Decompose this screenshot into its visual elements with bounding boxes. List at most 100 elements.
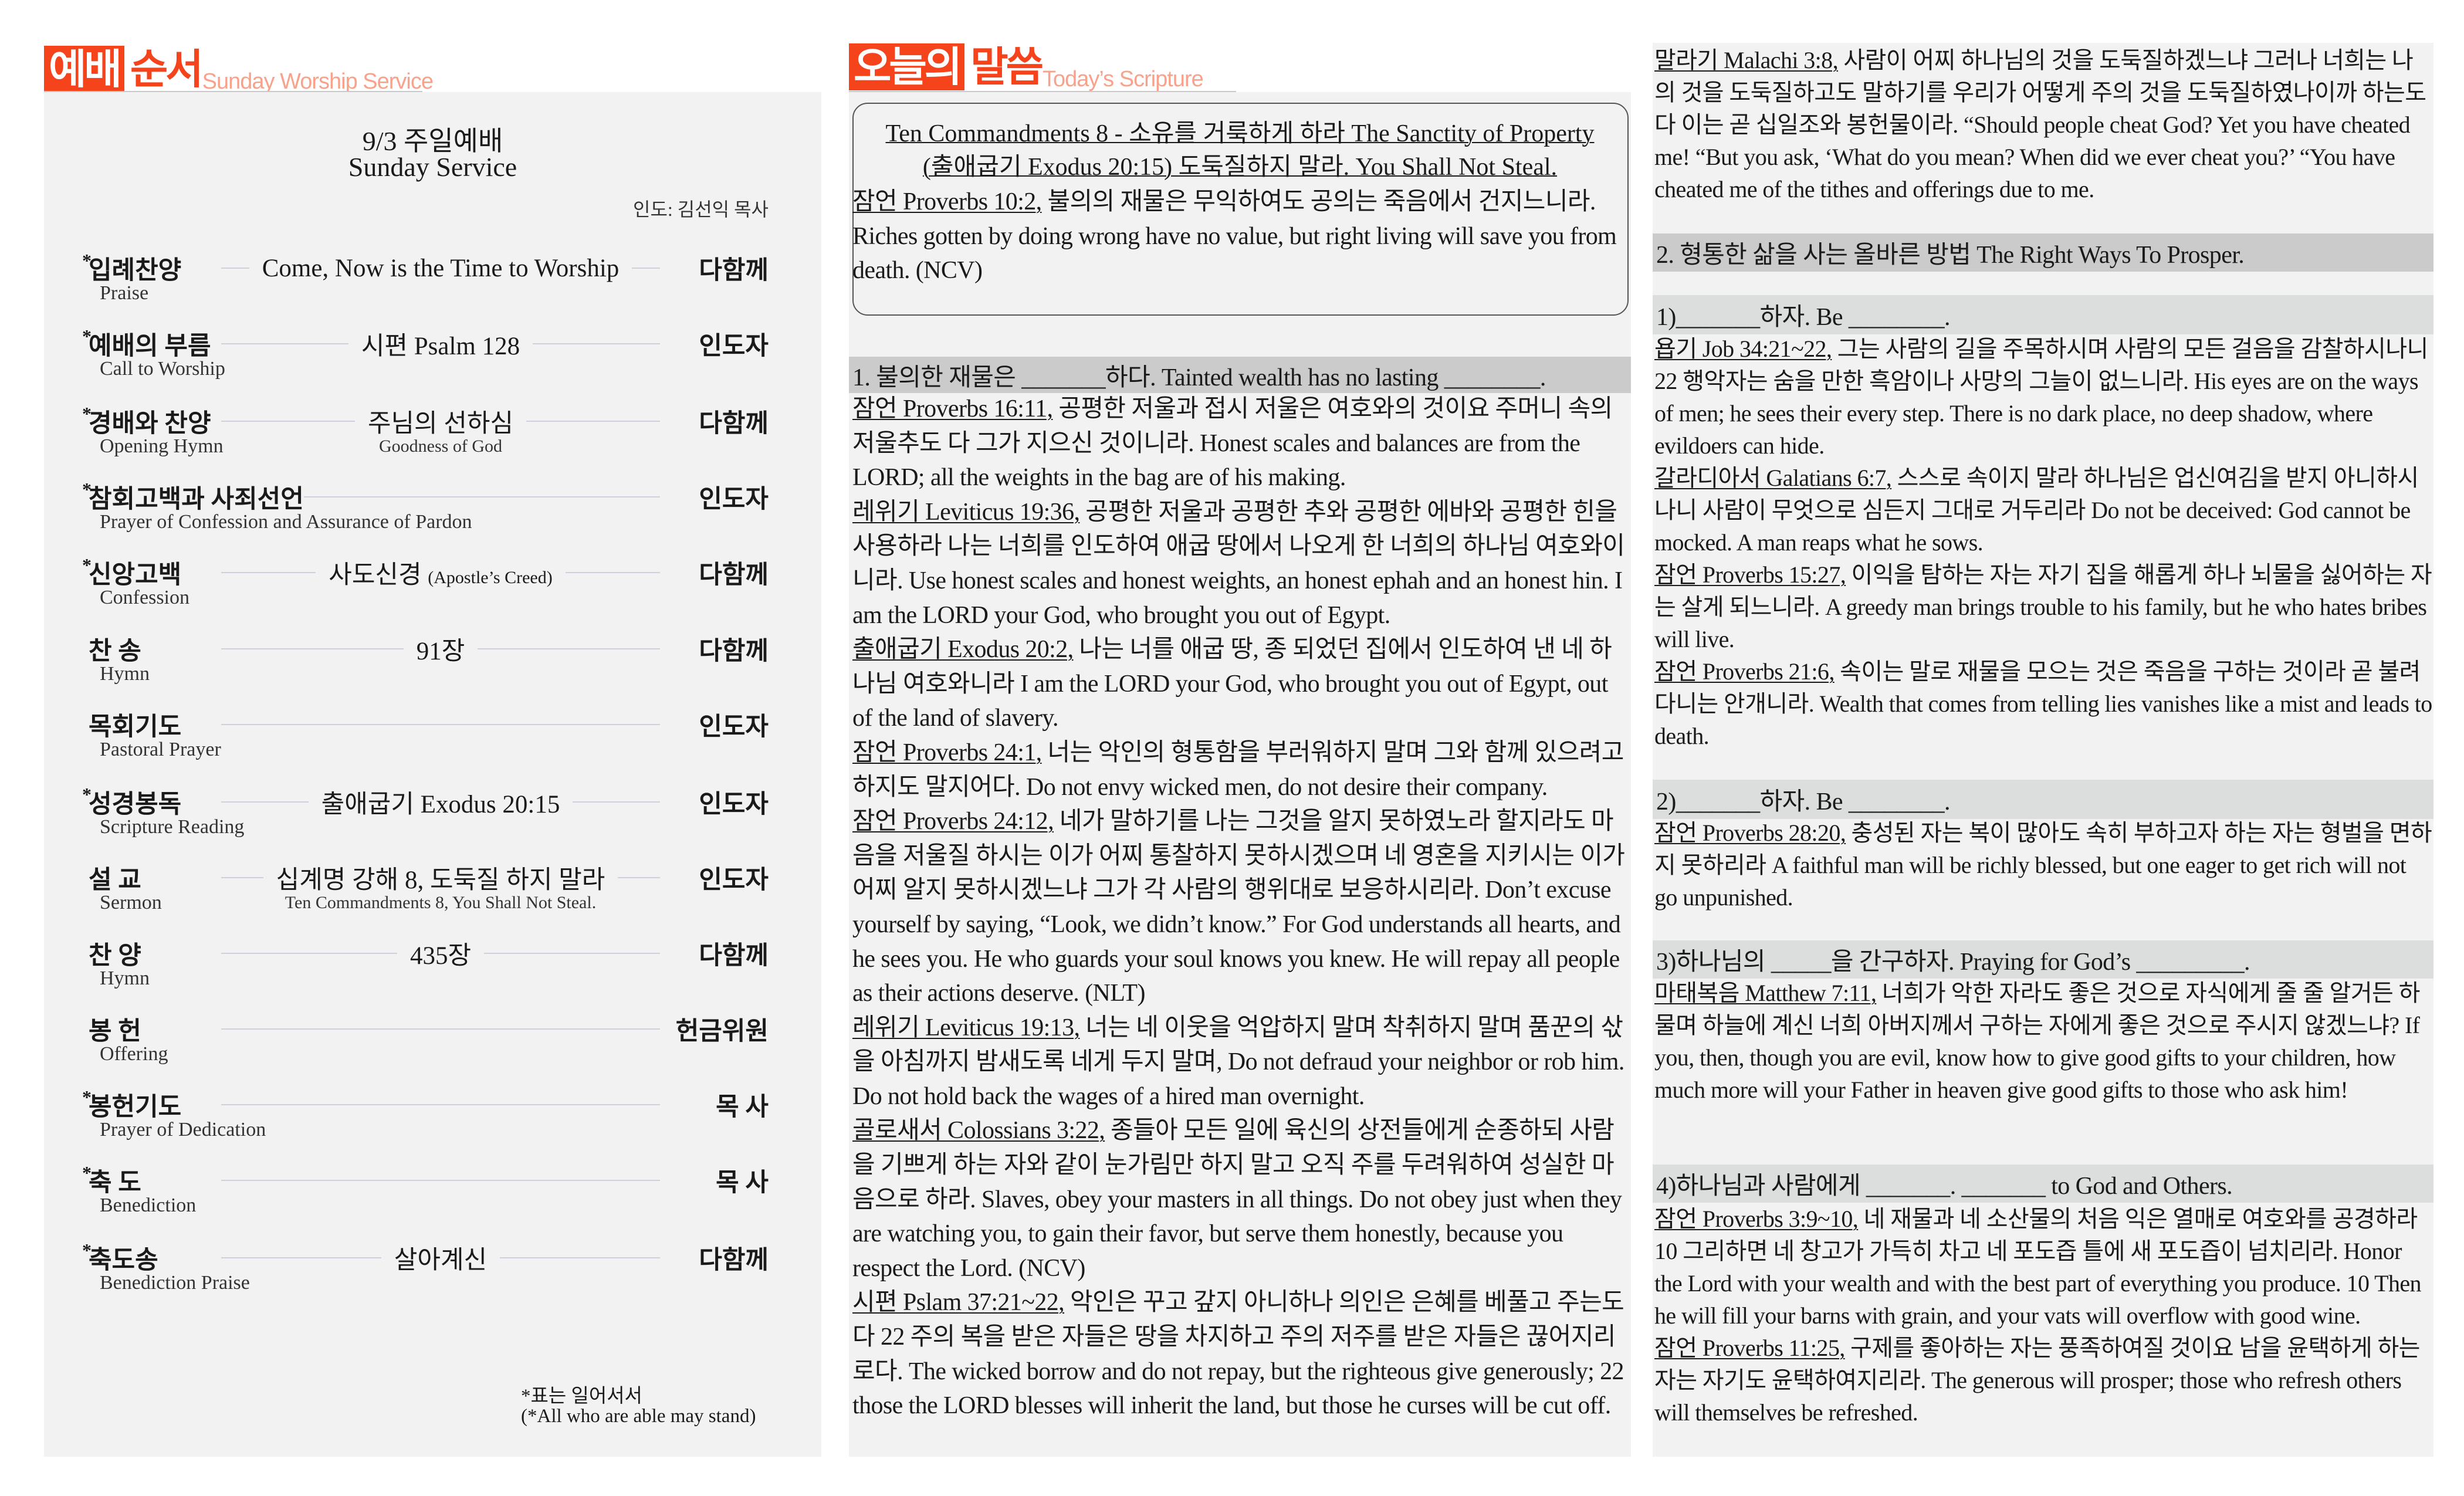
row-center: 출애굽기 Exodus 20:15: [221, 784, 660, 820]
verse-reference: 잠언 Proverbs 3:9~10,: [1654, 1206, 1859, 1232]
verse-reference: 잠언 Proverbs 16:11,: [852, 395, 1053, 422]
verse: 말라기 Malachi 3:8, 사람이 어찌 하나님의 것을 도둑질하겠느냐 …: [1654, 44, 2433, 205]
standing-marker: *: [82, 554, 92, 576]
row-center-text: 91장: [404, 631, 478, 667]
row-divider: [221, 1028, 660, 1030]
verse-reference: 잠언 Proverbs 11:25,: [1654, 1335, 1845, 1361]
scripture-header-boxed: 오늘의: [849, 43, 965, 90]
verse-text: 불의의 재물은 무익하여도 공의는 죽음에서 건지느니라. Riches got…: [852, 188, 1617, 285]
order-row: *봉헌기도 목 사 Prayer of Dedication: [82, 1087, 769, 1148]
verse-reference: 골로새서 Colossians 3:22,: [852, 1117, 1105, 1145]
row-divider: [303, 496, 660, 497]
row-center-text: 살아계신: [381, 1240, 500, 1276]
verse-reference: 레위기 Leviticus 19:13,: [852, 1014, 1080, 1041]
footnote-en: (*All who are able may stand): [521, 1406, 756, 1427]
service-title-ko: 9/3 주일예배: [362, 126, 503, 156]
verse: 잠언 Proverbs 11:25, 구제를 좋아하는 자는 풍족하여질 것이요…: [1654, 1332, 2433, 1429]
key-verse: 잠언 Proverbs 10:2, 불의의 재물은 무익하여도 공의는 죽음에서…: [852, 185, 1630, 288]
order-row: *경배와 찬양 주님의 선하심 다함께 Opening Hymn Goodnes…: [82, 403, 769, 465]
row-divider: [221, 1257, 381, 1258]
row-center-en: Ten Commandments 8, You Shall Not Steal.: [285, 893, 597, 912]
row-role: 다함께: [699, 638, 769, 665]
section-1-verses: 잠언 Proverbs 16:11, 공평한 저울과 접시 저울은 여호와의 것…: [852, 392, 1631, 1423]
verse-text: 공평한 저울과 공평한 추와 공평한 에바와 공평한 힌을 사용하라 나는 너희…: [852, 498, 1625, 629]
row-center-text: 사도신경 (Apostle’s Creed): [316, 554, 565, 591]
verse-text: 악인은 꾸고 갚지 아니하나 의인은 은혜를 베풀고 주는도다 22 주의 복을…: [852, 1289, 1624, 1420]
row-divider: [221, 268, 249, 269]
row-title-ko: *봉헌기도: [82, 1087, 221, 1123]
row-center: 시편 Psalm 128: [221, 326, 660, 362]
verse: 마태복음 Matthew 7:11, 너희가 악한 자라도 좋은 것으로 자식에…: [1654, 977, 2433, 1106]
verse-text: 나는 너를 애굽 땅, 종 되었던 집에서 인도하여 낸 네 하나님 여호와니라…: [852, 636, 1612, 732]
row-center: 주님의 선하심: [221, 403, 660, 439]
verse: 레위기 Leviticus 19:36, 공평한 저울과 공평한 추와 공평한 …: [852, 495, 1631, 632]
scripture-panel-continued: [1653, 43, 2433, 1457]
verse-text: 그는 사람의 길을 주목하시며 사람의 모든 걸음을 감찰하시나니 22 행악자…: [1654, 336, 2428, 459]
standing-marker: *: [82, 1240, 92, 1261]
row-role: 목 사: [716, 1094, 769, 1121]
row-title-ko-text: 찬 송: [89, 638, 141, 665]
row-center: 십계명 강해 8, 도둑질 하지 말라: [221, 859, 661, 896]
row-title-en: Scripture Reading: [100, 816, 245, 838]
row-center: [221, 1180, 660, 1181]
order-row: 찬 양 435장 다함께 Hymn: [82, 938, 769, 997]
row-center-text: Come, Now is the Time to Worship: [249, 254, 632, 283]
verse-reference: 시편 Pslam 37:21~22,: [852, 1289, 1065, 1316]
row-divider: [221, 953, 397, 954]
row-title-ko: *신앙고백: [82, 554, 221, 591]
verse-reference: 잠언 Proverbs 24:12,: [852, 808, 1054, 835]
row-divider: [565, 572, 661, 573]
row-center-label: Come, Now is the Time to Worship: [262, 254, 620, 282]
verse: 골로새서 Colossians 3:22, 종들아 모든 일에 육신의 상전들에…: [852, 1113, 1631, 1285]
order-header: 예배 순서 Sunday Worship Service: [44, 46, 434, 94]
row-center-en: Goodness of God: [379, 436, 502, 456]
row-center-label: 십계명 강해 8, 도둑질 하지 말라: [276, 867, 605, 894]
order-row: *신앙고백 사도신경 (Apostle’s Creed) 다함께 Confess…: [82, 554, 769, 616]
row-divider: [221, 648, 404, 649]
standing-marker: *: [82, 784, 92, 805]
row-title-en: Confession: [100, 587, 189, 608]
point-4-verses: 잠언 Proverbs 3:9~10, 네 재물과 네 소산물의 처음 익은 열…: [1654, 1203, 2433, 1429]
point-3-verses: 마태복음 Matthew 7:11, 너희가 악한 자라도 좋은 것으로 자식에…: [1654, 977, 2433, 1106]
row-center-label: 시편 Psalm 128: [361, 333, 520, 360]
service-leader: 인도: 김선익 목사: [633, 199, 769, 220]
row-center-label: 91장: [416, 638, 465, 665]
row-title-ko: *참회고백과 사죄선언: [82, 479, 304, 515]
row-title-ko: *경배와 찬양: [82, 403, 221, 439]
row-title-ko: *축도송: [82, 1240, 221, 1276]
verse-text: 네가 말하기를 나는 그것을 알지 못하였노라 할지라도 마음을 저울질 하시는…: [852, 808, 1625, 1007]
row-divider: [221, 1104, 660, 1105]
row-title-en: Benediction: [100, 1194, 197, 1216]
row-center-text: 십계명 강해 8, 도둑질 하지 말라: [263, 859, 618, 896]
verse-text: 속이는 말로 재물을 모으는 것은 죽음을 구하는 것이라 곧 불려다니는 안개…: [1654, 658, 2432, 749]
verse-text: 공평한 저울과 접시 저울은 여호와의 것이요 주머니 속의 저울추도 다 그가…: [852, 395, 1613, 492]
row-role: 헌금위원: [675, 1018, 769, 1045]
order-row: 설 교 십계명 강해 8, 도둑질 하지 말라 인도자 Sermon Ten C…: [82, 862, 769, 921]
verse: 잠언 Proverbs 3:9~10, 네 재물과 네 소산물의 처음 익은 열…: [1654, 1203, 2433, 1332]
point-2-heading: 2)_______하자. Be ________.: [1653, 780, 2433, 819]
row-divider: [221, 343, 348, 344]
row-title-en: Opening Hymn: [100, 435, 224, 457]
row-title-en: Praise: [100, 282, 149, 304]
row-center: 91장: [221, 631, 660, 667]
standing-marker: *: [82, 479, 92, 500]
point-1-verses: 욥기 Job 34:21~22, 그는 사람의 길을 주목하시며 사람의 모든 …: [1654, 333, 2433, 752]
row-title-en: Hymn: [100, 967, 150, 989]
row-title-ko: 설 교: [82, 859, 221, 896]
row-divider: [526, 421, 660, 422]
sermon-title-line2: (출애굽기 Exodus 20:15) 도둑질하지 말라. You Shall …: [849, 151, 1631, 184]
scripture-panel: [849, 92, 1631, 1457]
row-title-en: Prayer of Dedication: [100, 1119, 266, 1140]
order-header-subtitle: Sunday Worship Service: [202, 69, 434, 94]
row-title-ko-text: 축 도: [89, 1169, 141, 1197]
row-center-label: 출애굽기 Exodus 20:15: [321, 791, 560, 818]
sermon-title-line1: Ten Commandments 8 - 소유를 거룩하게 하라 The San…: [849, 117, 1631, 150]
sermon-title-text: Ten Commandments 8 - 소유를 거룩하게 하라 The San…: [885, 120, 1595, 147]
verse-reference: 레위기 Leviticus 19:36,: [852, 498, 1080, 526]
verse-reference: 욥기 Job 34:21~22,: [1654, 336, 1832, 362]
standing-marker: *: [82, 250, 92, 271]
row-title-ko-text: 설 교: [89, 867, 141, 894]
order-row: *축도송 살아계신 다함께 Benediction Praise: [82, 1240, 769, 1301]
verse-text: 스스로 속이지 말라 하나님은 업신여김을 받지 아니하시나니 사람이 무엇으로…: [1654, 465, 2419, 556]
row-role: 다함께: [699, 257, 769, 285]
